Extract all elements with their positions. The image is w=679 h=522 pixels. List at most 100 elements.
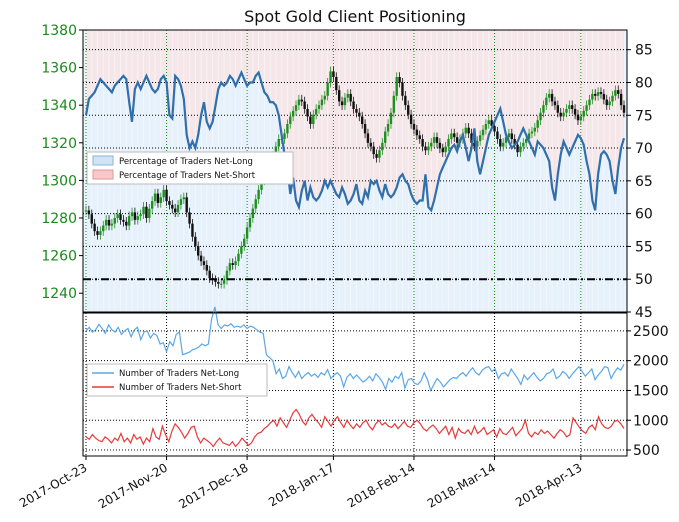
legend-label-net-long-pct: Percentage of Traders Net-Long [119,157,253,167]
price-candle [289,116,292,124]
price-candle [243,238,246,247]
price-candle [225,270,229,281]
price-candle [337,90,341,102]
price-candle [303,101,306,109]
series-line-net-short-count [85,408,625,448]
price-candle [522,142,525,147]
x-tick-label: 2018-Feb-14 [345,460,418,510]
price-candle [234,261,237,265]
price-candle [622,105,626,113]
price-candle [171,204,174,209]
price-candle [493,125,496,132]
bottom-right-tick-label: 1000 [633,413,669,429]
price-candle [257,189,260,200]
price-candle [375,154,378,158]
price-candle [404,95,407,106]
price-candle [300,99,303,102]
price-candle [294,105,298,111]
price-candle [556,105,560,113]
price-candle [539,112,542,121]
price-candle [619,93,623,106]
price-candle [579,116,583,121]
price-candle [418,135,421,140]
price-candle [484,124,488,130]
price-candle [159,197,163,203]
price-candle [346,93,350,98]
right-tick-label: 85 [635,43,653,59]
left-tick-label: 1320 [41,136,77,152]
x-tick-label: 2017-Dec-18 [176,460,250,511]
price-candle [199,255,203,262]
bottom-right-axis-ticks: 500 1000 1500 2000 2500 [627,324,669,459]
price-candle [188,212,191,224]
price-candle [165,189,168,202]
price-candle [430,142,433,147]
price-candle [110,223,114,226]
price-candle [277,139,280,147]
right-tick-label: 50 [635,272,653,288]
price-candle [432,137,436,143]
price-candle [309,116,312,124]
x-tick-label: 2018-Apr-13 [513,460,584,509]
price-candle [481,129,485,136]
price-candle [222,280,226,284]
price-candle [122,219,125,222]
price-candle [421,139,424,147]
price-candle [386,124,390,132]
price-candle [260,180,263,190]
price-candle [407,105,410,115]
right-tick-label: 55 [635,239,653,255]
price-candle [438,142,442,149]
price-candle [329,71,332,83]
price-candle [306,108,309,117]
price-candle [84,210,88,212]
right-tick-label: 65 [635,174,653,190]
price-candle [228,263,232,271]
price-candle [326,82,329,96]
price-candle [352,101,355,109]
price-candle [571,105,574,109]
price-candle [447,139,450,147]
price-candle [248,218,252,228]
price-candle [602,93,606,100]
price-candle [384,131,387,143]
price-candle [409,114,413,124]
chart-title: Spot Gold Client Positioning [244,7,466,26]
price-candle [527,133,531,140]
price-candle [596,92,600,96]
price-candle [499,139,502,147]
price-candle [450,133,453,140]
price-candle [231,263,234,265]
price-candle [594,93,597,96]
price-candle [599,92,603,94]
legend-swatch-net-long-pct [92,155,114,166]
price-candle [547,93,551,98]
x-tick-label: 2017-Nov-20 [96,460,170,511]
price-candle [197,246,200,256]
price-candle [116,214,119,218]
price-candle [176,204,180,213]
price-candle [582,110,585,117]
price-candle [395,77,398,96]
price-candle [476,140,479,147]
left-tick-label: 1280 [41,211,77,227]
price-candle [119,214,122,220]
price-candle [576,114,580,121]
price-candle [127,216,131,226]
price-candle [297,99,301,106]
price-candle [274,146,278,156]
x-axis-ticks: 2017-Oct-23 2017-Nov-20 2017-Dec-18 2018-Ja… [17,456,584,511]
price-candle [363,124,367,134]
right-axis-ticks: 45 50 55 60 65 70 75 80 85 [627,43,653,321]
price-candle [496,131,499,140]
price-candle [585,105,588,111]
price-candle [536,120,539,128]
price-candle [320,99,324,106]
price-candle [614,90,617,96]
price-candle [220,283,223,285]
price-candle [355,108,358,113]
price-candle [412,124,416,130]
price-candle [90,214,93,224]
